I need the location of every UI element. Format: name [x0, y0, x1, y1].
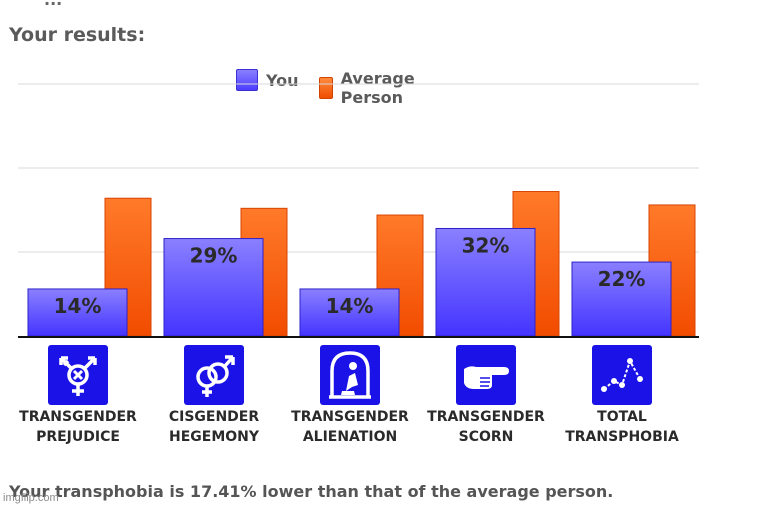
legend-swatch-average	[319, 77, 333, 99]
data-label-you-4: 22%	[598, 267, 646, 291]
category-label-line: TRANSPHOBIA	[565, 429, 679, 445]
results-title: Your results:	[9, 24, 146, 46]
pointing-hand-icon	[456, 345, 516, 405]
data-label-you-3: 32%	[462, 233, 510, 257]
cropped-header: ...	[0, 0, 758, 6]
summary-text: Your transphobia is 17.41% lower than th…	[9, 482, 614, 501]
legend-item-average: Average Person	[319, 69, 423, 107]
category-label-3: TRANSGENDER SCORN	[418, 407, 554, 447]
category-label-0: TRANSGENDER PREJUDICE	[10, 407, 146, 447]
bar-average-2	[376, 214, 424, 337]
category-label-line: TOTAL	[597, 409, 647, 425]
category-label-line: CISGENDER	[168, 409, 260, 425]
data-label-you-0: 14%	[54, 294, 102, 318]
data-labels: 14% 29% 14% 32% 22%	[54, 233, 646, 317]
cisgender-symbol-icon	[184, 345, 244, 405]
category-label-4: TOTAL TRANSPHOBIA	[554, 407, 690, 447]
transgender-symbol-icon	[48, 345, 108, 405]
category-label-2: TRANSGENDER ALIENATION	[282, 407, 418, 447]
category-label-1: CISGENDER HEGEMONY	[146, 407, 282, 447]
category-label-line: TRANSGENDER	[19, 409, 137, 425]
bar-chart: 14% 29% 14% 32% 22%	[18, 83, 699, 338]
category-label-line: HEGEMONY	[168, 429, 260, 445]
bar-you-2	[299, 288, 400, 337]
legend-item-you: You	[236, 69, 299, 91]
legend-label-average: Average Person	[340, 69, 415, 107]
bar-you-1	[163, 238, 264, 337]
legend-swatch-you	[236, 69, 258, 91]
category-label-line: TRANSGENDER	[291, 409, 409, 425]
category-label-line: ALIENATION	[302, 429, 398, 445]
category-label-line: TRANSGENDER	[427, 409, 545, 425]
watermark: imgflip.com	[3, 492, 59, 504]
category-label-line: PREJUDICE	[36, 429, 120, 445]
data-label-you-1: 29%	[190, 244, 238, 268]
bar-you-4	[571, 261, 672, 337]
constellation-icon	[592, 345, 652, 405]
bars	[27, 191, 696, 337]
data-label-you-2: 14%	[326, 294, 374, 318]
alienation-icon	[320, 345, 380, 405]
legend-label-you: You	[266, 70, 299, 90]
category-label-line: SCORN	[458, 429, 514, 445]
